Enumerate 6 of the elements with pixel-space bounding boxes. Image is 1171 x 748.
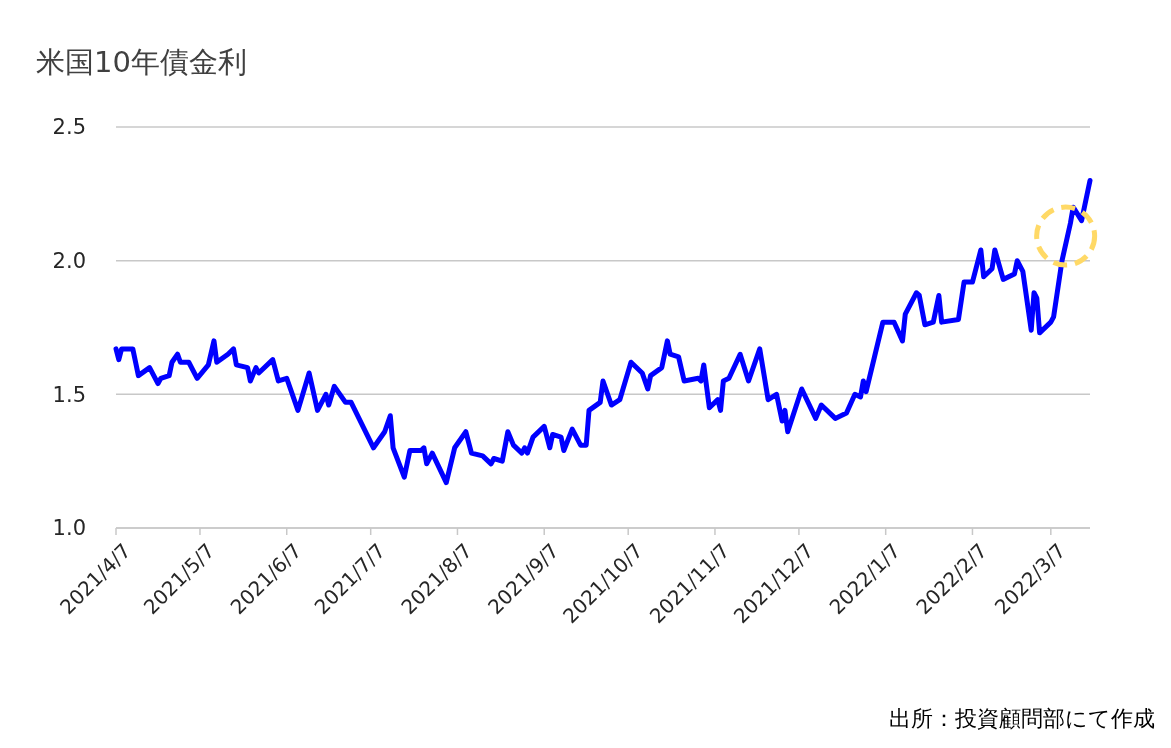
chart-title: 米国10年債金利 xyxy=(36,45,247,79)
y-tick-label: 2.0 xyxy=(52,249,86,274)
y-tick-label: 1.5 xyxy=(52,382,86,407)
text: 出所：投資顧問部にて作成 xyxy=(889,706,1155,731)
y-tick-label: 2.5 xyxy=(52,115,86,140)
y-tick-label: 1.0 xyxy=(52,516,86,541)
